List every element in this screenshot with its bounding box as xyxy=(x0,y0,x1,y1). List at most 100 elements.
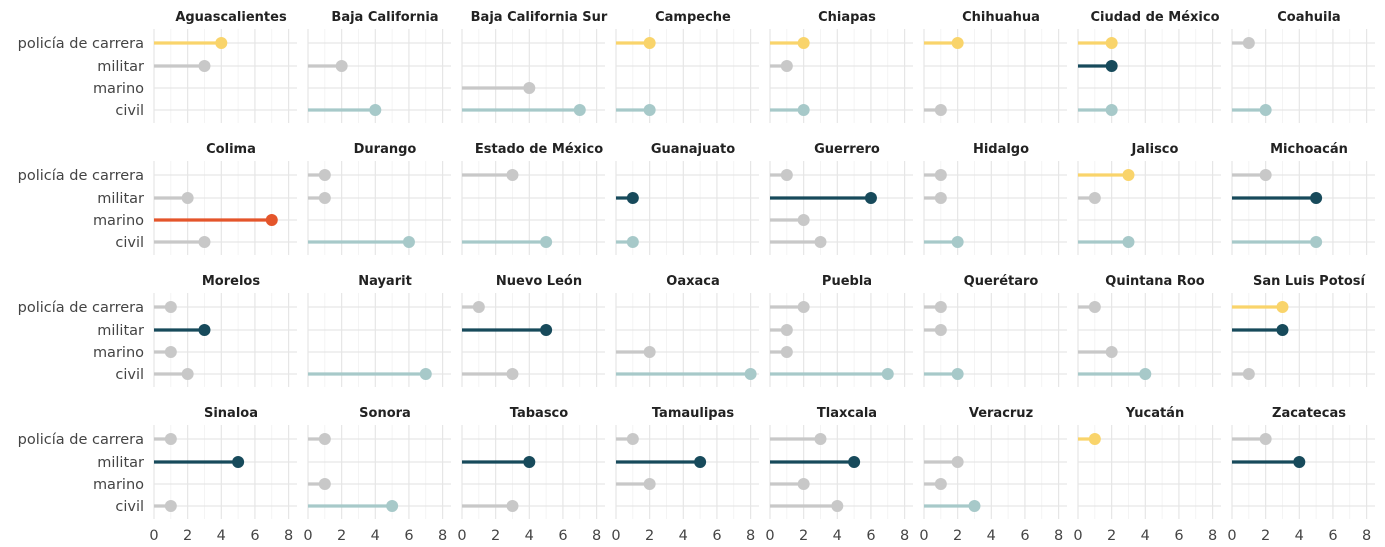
lollipop-point-marino xyxy=(797,214,810,226)
panel-title: Morelos xyxy=(202,274,260,289)
panel-title: Campeche xyxy=(655,10,731,25)
category-label-militar: militar xyxy=(97,455,144,471)
lollipop-point-policía-de-carrera xyxy=(814,433,827,445)
x-tick-label: 8 xyxy=(900,528,909,544)
panel-title: Tlaxcala xyxy=(817,406,877,421)
lollipop-point-marino xyxy=(1105,346,1118,358)
lollipop-point-policía-de-carrera xyxy=(643,37,656,49)
panel-sonora: Sonora xyxy=(307,406,451,519)
x-tick-label: 2 xyxy=(1107,528,1116,544)
lollipop-point-civil xyxy=(573,104,586,116)
x-tick-label: 4 xyxy=(371,528,380,544)
lollipop-point-marino xyxy=(643,346,656,358)
panel-title: Colima xyxy=(206,142,256,157)
lollipop-point-militar xyxy=(934,192,947,204)
category-label-civil: civil xyxy=(115,103,144,119)
lollipop-point-militar xyxy=(1276,324,1289,336)
category-label-policía-de-carrera: policía de carrera xyxy=(18,300,144,316)
panel-estado-de-méxico: Estado de México xyxy=(461,142,605,255)
lollipop-point-civil xyxy=(1242,368,1255,380)
panel-title: Baja California xyxy=(331,10,438,25)
x-tick-label: 8 xyxy=(1362,528,1371,544)
x-tick-label: 6 xyxy=(1020,528,1029,544)
panel-jalisco: Jalisco xyxy=(1077,142,1221,255)
lollipop-point-civil xyxy=(506,500,519,512)
panel-title: Nayarit xyxy=(358,274,412,289)
lollipop-point-civil xyxy=(369,104,382,116)
panel-title: Chiapas xyxy=(818,10,876,25)
x-tick-label: 4 xyxy=(525,528,534,544)
panel-title: Michoacán xyxy=(1270,142,1348,157)
lollipop-point-militar xyxy=(864,192,877,204)
lollipop-point-policía-de-carrera xyxy=(1276,301,1289,313)
lollipop-point-policía-de-carrera xyxy=(626,433,639,445)
x-tick-label: 4 xyxy=(1295,528,1304,544)
x-tick-label: 8 xyxy=(746,528,755,544)
lollipop-point-civil xyxy=(540,236,553,248)
lollipop-point-civil xyxy=(951,368,964,380)
lollipop-point-militar xyxy=(848,456,861,468)
lollipop-point-militar xyxy=(1105,60,1118,72)
lollipop-point-policía-de-carrera xyxy=(318,169,331,181)
lollipop-point-policía-de-carrera xyxy=(1259,433,1272,445)
category-label-marino: marino xyxy=(93,477,144,493)
category-label-policía-de-carrera: policía de carrera xyxy=(18,36,144,52)
lollipop-point-policía-de-carrera xyxy=(506,169,519,181)
panel-chiapas: Chiapas xyxy=(769,10,913,123)
x-tick-label: 0 xyxy=(303,528,312,544)
category-label-marino: marino xyxy=(93,213,144,229)
panel-baja-california-sur: Baja California Sur xyxy=(461,10,608,123)
lollipop-point-militar xyxy=(198,60,211,72)
lollipop-point-militar xyxy=(951,456,964,468)
lollipop-point-civil xyxy=(643,104,656,116)
panel-title: San Luis Potosí xyxy=(1253,274,1367,289)
lollipop-point-civil xyxy=(934,104,947,116)
lollipop-point-civil xyxy=(814,236,827,248)
category-label-marino: marino xyxy=(93,345,144,361)
panel-coahuila: Coahuila xyxy=(1231,10,1375,123)
lollipop-point-policía-de-carrera xyxy=(318,433,331,445)
lollipop-point-civil xyxy=(164,500,177,512)
panel-title: Querétaro xyxy=(964,274,1039,289)
panel-title: Tamaulipas xyxy=(652,406,735,421)
lollipop-point-policía-de-carrera xyxy=(934,169,947,181)
x-tick-label: 8 xyxy=(1054,528,1063,544)
panel-title: Sonora xyxy=(359,406,411,421)
panel-title: Zacatecas xyxy=(1272,406,1346,421)
x-tick-label: 2 xyxy=(491,528,500,544)
lollipop-point-marino xyxy=(523,82,536,94)
lollipop-point-policía-de-carrera xyxy=(1242,37,1255,49)
panel-aguascalientes: Aguascalientes xyxy=(153,10,297,123)
x-tick-label: 0 xyxy=(457,528,466,544)
category-label-militar: militar xyxy=(97,59,144,75)
panel-baja-california: Baja California xyxy=(307,10,451,123)
panel-michoacán: Michoacán xyxy=(1231,142,1375,255)
lollipop-point-militar xyxy=(335,60,348,72)
lollipop-point-civil xyxy=(1139,368,1152,380)
panel-title: Quintana Roo xyxy=(1105,274,1204,289)
lollipop-point-militar xyxy=(780,60,793,72)
x-tick-label: 2 xyxy=(1261,528,1270,544)
panel-title: Nuevo León xyxy=(496,274,582,289)
panel-tlaxcala: Tlaxcala xyxy=(769,406,913,519)
lollipop-point-militar xyxy=(232,456,245,468)
panel-guanajuato: Guanajuato xyxy=(615,142,759,255)
lollipop-point-militar xyxy=(626,192,639,204)
category-label-civil: civil xyxy=(115,367,144,383)
panel-nuevo-león: Nuevo León xyxy=(461,274,605,387)
panel-nayarit: Nayarit xyxy=(307,274,451,387)
x-tick-label: 4 xyxy=(679,528,688,544)
panel-title: Durango xyxy=(354,142,417,157)
x-tick-label: 6 xyxy=(404,528,413,544)
lollipop-point-policía-de-carrera xyxy=(164,301,177,313)
lollipop-point-civil xyxy=(1105,104,1118,116)
panel-title: Sinaloa xyxy=(204,406,258,421)
panel-ciudad-de-méxico: Ciudad de México xyxy=(1077,10,1221,123)
x-tick-label: 6 xyxy=(1174,528,1183,544)
lollipop-point-civil xyxy=(831,500,844,512)
x-tick-label: 2 xyxy=(799,528,808,544)
panel-title: Jalisco xyxy=(1131,142,1179,157)
lollipop-point-marino xyxy=(318,478,331,490)
x-tick-label: 0 xyxy=(149,528,158,544)
x-tick-label: 2 xyxy=(337,528,346,544)
